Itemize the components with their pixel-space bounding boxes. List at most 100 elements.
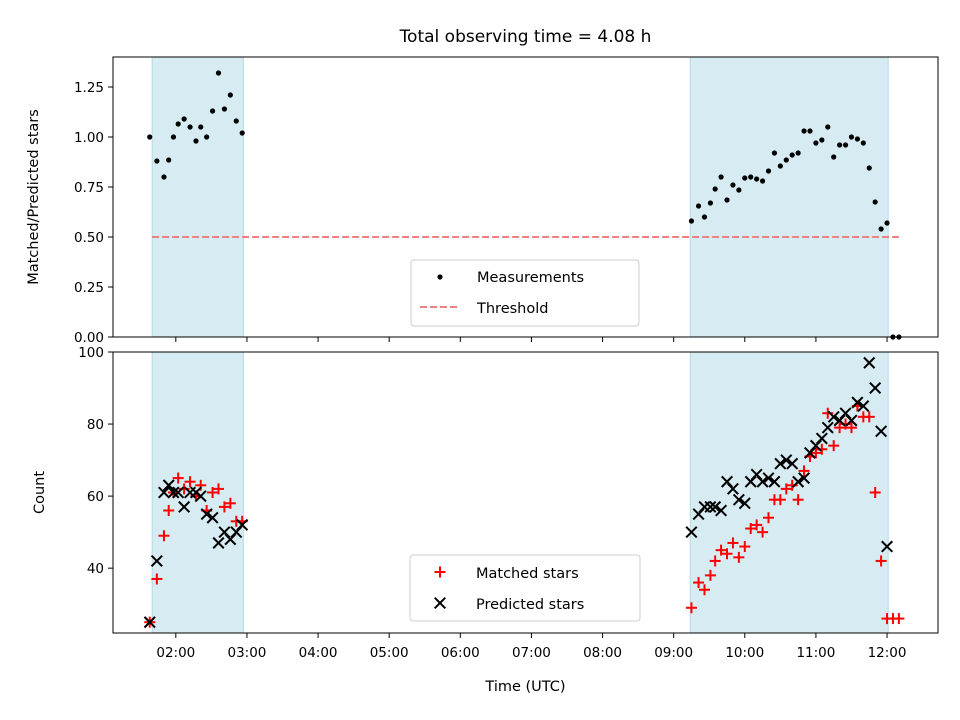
predicted-star-point xyxy=(780,454,793,467)
bottom-plot-frame xyxy=(112,351,939,634)
legend-label-matched: Matched stars xyxy=(476,566,579,582)
y-tick-label: 0.25 xyxy=(74,280,104,296)
cross-b xyxy=(845,414,858,427)
cross-b xyxy=(236,518,249,531)
y-tick-label: 0.50 xyxy=(74,230,104,246)
predicted-star-point xyxy=(150,554,163,567)
predicted-star-point xyxy=(200,508,213,521)
matched-star-point xyxy=(845,422,857,434)
cross-b xyxy=(206,511,219,524)
legend-marker-measurements xyxy=(437,274,443,280)
cross-b xyxy=(780,454,793,467)
measurement-point xyxy=(878,226,884,232)
matched-star-point xyxy=(184,476,196,488)
x-tick-label: 11:00 xyxy=(796,645,835,661)
measurement-point xyxy=(198,124,204,130)
measurement-point xyxy=(701,214,708,220)
measurement-point xyxy=(161,174,167,180)
y-tick-label: 60 xyxy=(87,489,104,505)
bottom-y-ticks: 40 60 80 100 xyxy=(78,345,113,577)
cross-b xyxy=(815,432,828,445)
measurement-point xyxy=(854,136,860,142)
cross-b xyxy=(869,382,882,395)
cross-b xyxy=(827,410,840,423)
predicted-star-point xyxy=(863,356,876,369)
cross-b xyxy=(875,425,888,438)
top-legend-box xyxy=(410,259,640,327)
x-tick-label: 03:00 xyxy=(227,645,266,661)
top-shaded-intervals xyxy=(151,56,889,338)
x-tick-label: 10:00 xyxy=(725,645,764,661)
predicted-star-point xyxy=(845,414,858,427)
predicted-star-point xyxy=(685,526,698,539)
measurement-point xyxy=(795,150,801,156)
measurement-point xyxy=(742,175,748,181)
cross-b xyxy=(194,490,207,503)
cross-b xyxy=(172,486,185,499)
measurement-point xyxy=(154,158,160,164)
measurement-point xyxy=(866,165,872,171)
cross-b xyxy=(738,497,751,510)
predicted-star-point xyxy=(172,486,185,499)
cross-b xyxy=(756,475,769,488)
x-tick-label: 06:00 xyxy=(441,645,480,661)
matched-star-point xyxy=(869,487,881,498)
x-tick-label: 08:00 xyxy=(583,645,622,661)
matched-star-point xyxy=(757,526,769,538)
measurement-point xyxy=(712,186,718,192)
measurement-point xyxy=(707,200,714,206)
bottom-y-axis-label: Count xyxy=(32,471,48,514)
cross-b xyxy=(218,526,231,539)
measurement-point xyxy=(193,138,199,144)
cross-b xyxy=(178,500,191,513)
measurement-point xyxy=(807,128,813,134)
matched-star-point xyxy=(698,584,710,596)
top-x-ticks xyxy=(175,337,888,342)
cross-b xyxy=(798,472,811,485)
cross-b xyxy=(792,475,805,488)
cross-b xyxy=(750,468,763,481)
measurement-point xyxy=(221,106,228,112)
matched-star-point xyxy=(751,519,763,531)
x-tick-label: 05:00 xyxy=(370,645,409,661)
cross-b xyxy=(150,554,163,567)
predicted-star-point xyxy=(206,511,219,524)
cross-b xyxy=(839,407,852,420)
cross-b xyxy=(863,356,876,369)
bottom-shaded-intervals xyxy=(151,351,889,634)
matched-star-point xyxy=(207,487,219,498)
legend-marker-predicted xyxy=(433,596,447,610)
predicted-star-point xyxy=(762,472,775,485)
measurement-point xyxy=(813,140,819,146)
measurement-point xyxy=(170,134,177,140)
y-tick-label: 1.25 xyxy=(74,80,104,96)
cross-b xyxy=(762,472,775,485)
legend-label-threshold: Threshold xyxy=(476,301,548,317)
matched-star-point xyxy=(739,541,751,553)
cross-b xyxy=(162,479,175,492)
measurement-point xyxy=(187,124,193,130)
matched-star-point xyxy=(893,613,905,625)
measurement-point xyxy=(754,176,760,182)
x-tick-label: 12:00 xyxy=(868,645,907,661)
cross-b xyxy=(857,400,870,413)
matched-star-point xyxy=(224,497,236,509)
measurement-point xyxy=(819,137,825,143)
cross-b xyxy=(774,457,787,470)
bottom-x-ticks: 02:00 03:00 04:00 05:00 06:00 07:00 08:00 09:00… xyxy=(156,633,906,661)
predicted-star-point xyxy=(875,425,888,438)
predicted-star-point xyxy=(236,518,249,531)
chart-title: Total observing time = 4.08 h xyxy=(399,27,652,47)
predicted-star-point xyxy=(167,486,180,499)
predicted-star-point xyxy=(768,475,781,488)
predicted-star-point xyxy=(143,616,156,629)
cross-b xyxy=(851,396,864,409)
measurement-point xyxy=(771,150,778,156)
predicted-star-point xyxy=(821,421,834,434)
predicted-star-point xyxy=(178,500,191,513)
measurement-point xyxy=(831,154,837,160)
measurement-point xyxy=(215,70,222,76)
predicted-star-point xyxy=(162,479,175,492)
matched-star-point xyxy=(834,422,846,434)
legend-label-predicted: Predicted stars xyxy=(476,597,584,613)
